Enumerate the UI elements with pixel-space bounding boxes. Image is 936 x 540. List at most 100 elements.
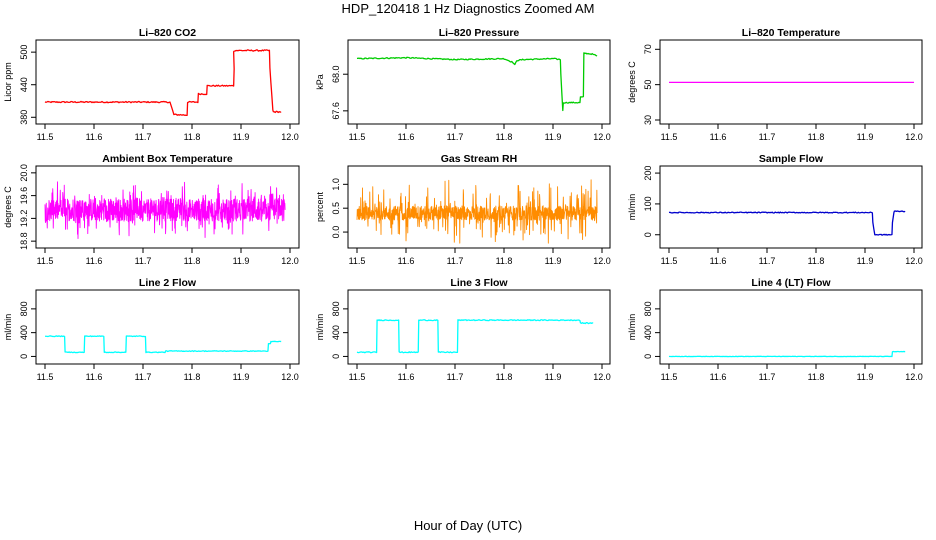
series-line-0 xyxy=(44,181,286,239)
y-axis-label: Licor ppm xyxy=(3,62,13,102)
panel-title: Gas Stream RH xyxy=(441,153,517,165)
x-tick-label: 11.9 xyxy=(857,256,874,266)
x-tick-label: 11.6 xyxy=(710,372,727,382)
x-tick-label: 12.0 xyxy=(281,256,299,266)
x-tick-label: 11.5 xyxy=(37,256,54,266)
plot-frame xyxy=(659,289,923,365)
y-tick-label: 400 xyxy=(331,325,341,340)
series-line-0 xyxy=(668,210,906,236)
y-tick-label: 500 xyxy=(19,45,29,60)
y-tick-label: 68.0 xyxy=(331,65,341,83)
y-tick-label: 800 xyxy=(331,301,341,316)
plot-frame xyxy=(347,39,611,125)
x-tick-label: 11.9 xyxy=(545,372,562,382)
x-tick-label: 11.5 xyxy=(661,132,678,142)
x-tick-label: 12.0 xyxy=(593,256,611,266)
panel-p3: Li–820 Temperature degrees C 11.5 11.6 11.7 1… xyxy=(627,27,923,142)
series-line-0 xyxy=(356,52,598,112)
y-tick-label: 380 xyxy=(19,110,29,125)
plot-frame xyxy=(347,289,611,365)
x-tick-label: 11.6 xyxy=(86,256,103,266)
x-tick-label: 11.9 xyxy=(857,372,874,382)
y-tick-label: 18.8 xyxy=(19,232,29,250)
panel-title: Li–820 Pressure xyxy=(439,27,520,39)
x-tick-label: 11.7 xyxy=(759,132,776,142)
x-tick-label: 12.0 xyxy=(593,132,611,142)
x-tick-label: 11.9 xyxy=(545,256,562,266)
x-tick-label: 11.6 xyxy=(398,256,415,266)
x-tick-label: 11.5 xyxy=(349,256,366,266)
series-line-0 xyxy=(668,350,906,358)
x-tick-label: 11.6 xyxy=(710,132,727,142)
x-tick-label: 11.7 xyxy=(447,256,464,266)
x-tick-label: 11.8 xyxy=(184,132,201,142)
x-tick-label: 11.6 xyxy=(398,372,415,382)
y-axis-label: degrees C xyxy=(627,61,637,103)
x-tick-label: 12.0 xyxy=(905,256,923,266)
x-tick-label: 12.0 xyxy=(905,132,923,142)
page-title: HDP_120418 1 Hz Diagnostics Zoomed AM xyxy=(341,1,595,16)
x-tick-label: 11.9 xyxy=(545,132,562,142)
x-tick-label: 11.7 xyxy=(759,256,776,266)
y-tick-label: 70 xyxy=(643,44,653,54)
y-tick-label: 30 xyxy=(643,115,653,125)
plot-frame xyxy=(35,289,300,365)
y-tick-label: 0.5 xyxy=(331,202,341,215)
y-tick-label: 0 xyxy=(643,354,653,359)
y-axis-label: ml/min xyxy=(315,314,325,341)
y-tick-label: 0 xyxy=(19,354,29,359)
x-tick-label: 12.0 xyxy=(281,132,299,142)
x-tick-label: 11.8 xyxy=(496,372,513,382)
x-tick-label: 11.7 xyxy=(759,372,776,382)
y-tick-label: 50 xyxy=(643,80,653,90)
x-tick-label: 11.7 xyxy=(447,372,464,382)
plot-frame xyxy=(35,165,300,249)
x-tick-label: 11.6 xyxy=(710,256,727,266)
x-tick-label: 11.7 xyxy=(135,256,152,266)
x-axis-title: Hour of Day (UTC) xyxy=(413,518,523,533)
y-tick-label: 200 xyxy=(643,166,653,181)
panel-p5: Gas Stream RH percent 11.5 11.6 11.7 11.8 11.9… xyxy=(315,153,611,266)
y-tick-label: 20.0 xyxy=(19,164,29,182)
series-line-0 xyxy=(356,179,598,244)
y-tick-label: 19.2 xyxy=(19,210,29,228)
x-tick-label: 11.8 xyxy=(808,132,825,142)
plot-frame xyxy=(35,39,300,125)
panel-p2: Li–820 Pressure kPa 11.5 11.6 11.7 11.8 11.9 12… xyxy=(315,27,611,142)
y-tick-label: 440 xyxy=(19,77,29,92)
series-line-0 xyxy=(356,319,594,354)
panel-p9: Line 4 (LT) Flow ml/min 11.5 11.6 11.7 11.8 11… xyxy=(627,277,923,382)
panel-title: Li–820 Temperature xyxy=(742,27,841,39)
series-line-0 xyxy=(44,49,282,117)
y-axis-label: ml/min xyxy=(627,194,637,221)
x-tick-label: 11.5 xyxy=(349,372,366,382)
x-tick-label: 11.9 xyxy=(233,372,250,382)
x-tick-label: 12.0 xyxy=(281,372,299,382)
series-line-0 xyxy=(44,335,282,354)
panel-p7: Line 2 Flow ml/min 11.5 11.6 11.7 11.8 11.9 12.… xyxy=(3,277,300,382)
x-tick-label: 11.8 xyxy=(808,372,825,382)
y-axis-label: kPa xyxy=(315,74,325,90)
panel-p4: Ambient Box Temperature degrees C 11.5 11.6… xyxy=(3,153,300,266)
y-tick-label: 1.0 xyxy=(331,178,341,191)
x-tick-label: 11.5 xyxy=(349,132,366,142)
panel-p1: Li–820 CO2 Licor ppm 11.5 11.6 11.7 11.8 11.9 1… xyxy=(3,27,300,142)
y-tick-label: 800 xyxy=(19,301,29,316)
panel-title: Ambient Box Temperature xyxy=(102,153,233,165)
y-tick-label: 100 xyxy=(643,196,653,211)
plot-frame xyxy=(347,165,611,249)
x-tick-label: 11.5 xyxy=(37,132,54,142)
x-tick-label: 11.6 xyxy=(86,132,103,142)
x-tick-label: 11.8 xyxy=(496,132,513,142)
panel-p8: Line 3 Flow ml/min 11.5 11.6 11.7 11.8 11.9 12.… xyxy=(315,277,611,382)
y-axis-label: ml/min xyxy=(3,314,13,341)
y-tick-label: 800 xyxy=(643,301,653,316)
panel-title: Line 2 Flow xyxy=(139,277,197,289)
x-tick-label: 12.0 xyxy=(905,372,923,382)
x-tick-label: 11.7 xyxy=(135,372,152,382)
panel-p6: Sample Flow ml/min 11.5 11.6 11.7 11.8 11.9 12.… xyxy=(627,153,923,266)
x-tick-label: 11.8 xyxy=(184,256,201,266)
y-tick-label: 0 xyxy=(643,232,653,237)
x-tick-label: 11.5 xyxy=(661,256,678,266)
y-axis-label: degrees C xyxy=(3,186,13,228)
